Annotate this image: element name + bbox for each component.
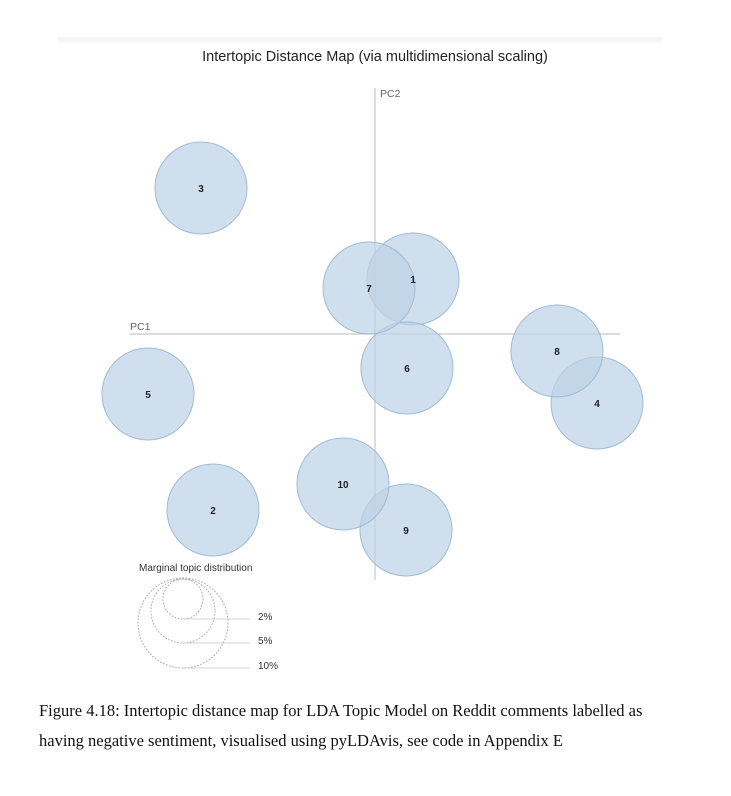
intertopic-distance-map: PC1 PC2 1 2 3 4 5 6 7 8 9 10 Marginal topic distribu… (101, 88, 644, 672)
topic-bubble-7 (322, 241, 416, 335)
topic-bubble-6 (360, 321, 454, 415)
pc1-axis-label: PC1 (130, 321, 151, 333)
legend-circle-1 (162, 578, 204, 620)
topic-label-5: 5 (145, 390, 151, 401)
legend-label-3: 10% (258, 661, 278, 672)
topic-bubble-8 (510, 304, 604, 398)
caption-line-2: having negative sentiment, visualised us… (39, 731, 563, 750)
topic-label-10: 10 (337, 480, 349, 491)
topic-label-6: 6 (404, 364, 410, 375)
topic-label-9: 9 (403, 526, 409, 537)
topic-label-2: 2 (210, 506, 216, 517)
topic-bubble-2 (166, 463, 260, 557)
legend-circle-3 (137, 577, 229, 669)
pc2-axis-label: PC2 (380, 88, 401, 100)
topic-bubble-3 (154, 141, 248, 235)
topic-label-4: 4 (594, 399, 600, 410)
legend-title: Marginal topic distribution (139, 563, 252, 574)
top-divider (58, 37, 662, 43)
legend-label-1: 2% (258, 612, 273, 623)
legend-circle-2 (150, 578, 216, 644)
topic-label-7: 7 (366, 284, 372, 295)
topic-label-3: 3 (198, 184, 204, 195)
topic-label-8: 8 (554, 347, 560, 358)
figure-caption: Figure 4.18: Intertopic distance map for… (39, 696, 709, 756)
legend-label-2: 5% (258, 636, 273, 647)
caption-line-1: Figure 4.18: Intertopic distance map for… (39, 701, 643, 720)
topic-bubble-10 (296, 437, 390, 531)
topic-label-1: 1 (410, 275, 416, 286)
topic-bubble-5 (101, 347, 195, 441)
chart-title: Intertopic Distance Map (via multidimens… (202, 49, 548, 65)
